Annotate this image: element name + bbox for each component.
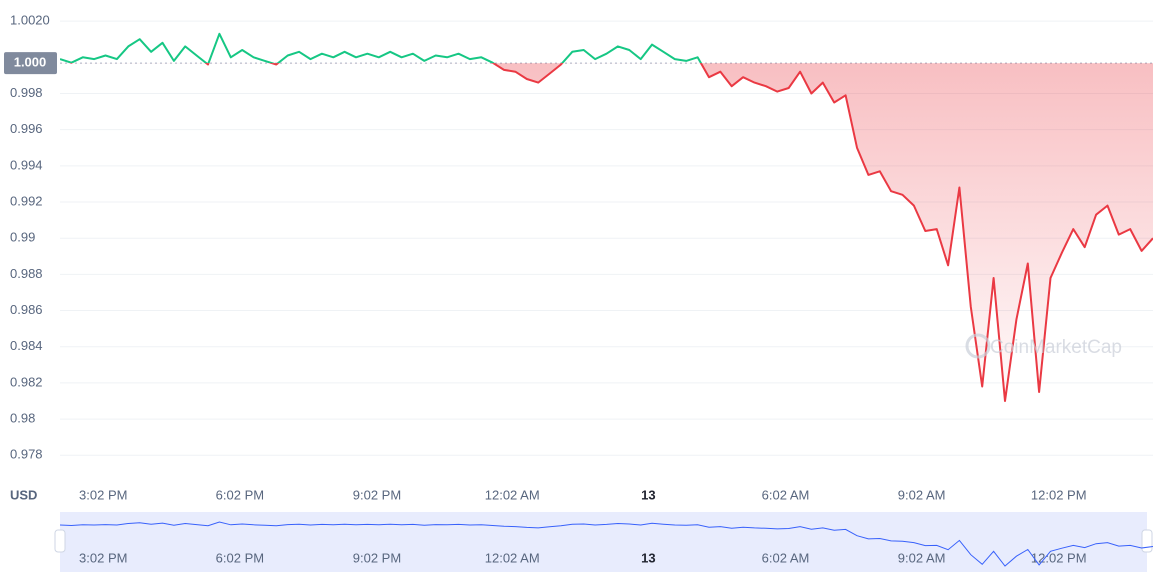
reference-label: 1.000 bbox=[14, 55, 47, 70]
navigator-tick-label: 6:02 PM bbox=[216, 550, 264, 565]
navigator-tick-label: 12:02 AM bbox=[485, 550, 540, 565]
unit-label: USD bbox=[10, 487, 37, 502]
navigator-tick-label: 12:02 PM bbox=[1031, 550, 1087, 565]
y-tick-label: 0.982 bbox=[10, 374, 43, 389]
y-tick-label: 0.984 bbox=[10, 338, 43, 353]
x-tick-label: 13 bbox=[641, 487, 655, 502]
navigator-background bbox=[60, 512, 1147, 572]
navigator-tick-label: 9:02 AM bbox=[898, 550, 946, 565]
x-tick-label: 12:02 AM bbox=[485, 487, 540, 502]
y-tick-label: 0.998 bbox=[10, 85, 43, 100]
y-tick-label: 1.0020 bbox=[10, 13, 50, 28]
y-tick-label: 0.98 bbox=[10, 411, 35, 426]
reference-tag bbox=[4, 52, 57, 75]
x-tick-label: 6:02 PM bbox=[216, 487, 264, 502]
x-tick-label: 3:02 PM bbox=[79, 487, 127, 502]
watermark-logo bbox=[965, 333, 991, 359]
y-tick-label: 0.994 bbox=[10, 157, 43, 172]
navigator-handle[interactable] bbox=[54, 529, 66, 553]
x-tick-label: 6:02 AM bbox=[762, 487, 810, 502]
y-tick-label: 0.978 bbox=[10, 447, 43, 462]
x-tick-label: 12:02 PM bbox=[1031, 487, 1087, 502]
navigator-line bbox=[59, 521, 1153, 567]
y-tick-label: 0.986 bbox=[10, 302, 43, 317]
navigator-tick-label: 3:02 PM bbox=[79, 550, 127, 565]
navigator-handle[interactable] bbox=[1141, 529, 1153, 553]
y-tick-label: 0.992 bbox=[10, 193, 43, 208]
price-line-down bbox=[69, 63, 1153, 402]
navigator-tick-label: 6:02 AM bbox=[762, 550, 810, 565]
navigator-tick-label: 13 bbox=[641, 550, 655, 565]
y-tick-label: 0.996 bbox=[10, 121, 43, 136]
x-tick-label: 9:02 PM bbox=[353, 487, 401, 502]
price-line-up bbox=[60, 32, 703, 64]
y-tick-label: 0.99 bbox=[10, 230, 35, 245]
x-tick-label: 9:02 AM bbox=[898, 487, 946, 502]
navigator-tick-label: 9:02 PM bbox=[353, 550, 401, 565]
y-tick-label: 0.988 bbox=[10, 266, 43, 281]
down-area bbox=[206, 63, 1153, 401]
watermark: CoinMarketCap bbox=[990, 337, 1122, 358]
